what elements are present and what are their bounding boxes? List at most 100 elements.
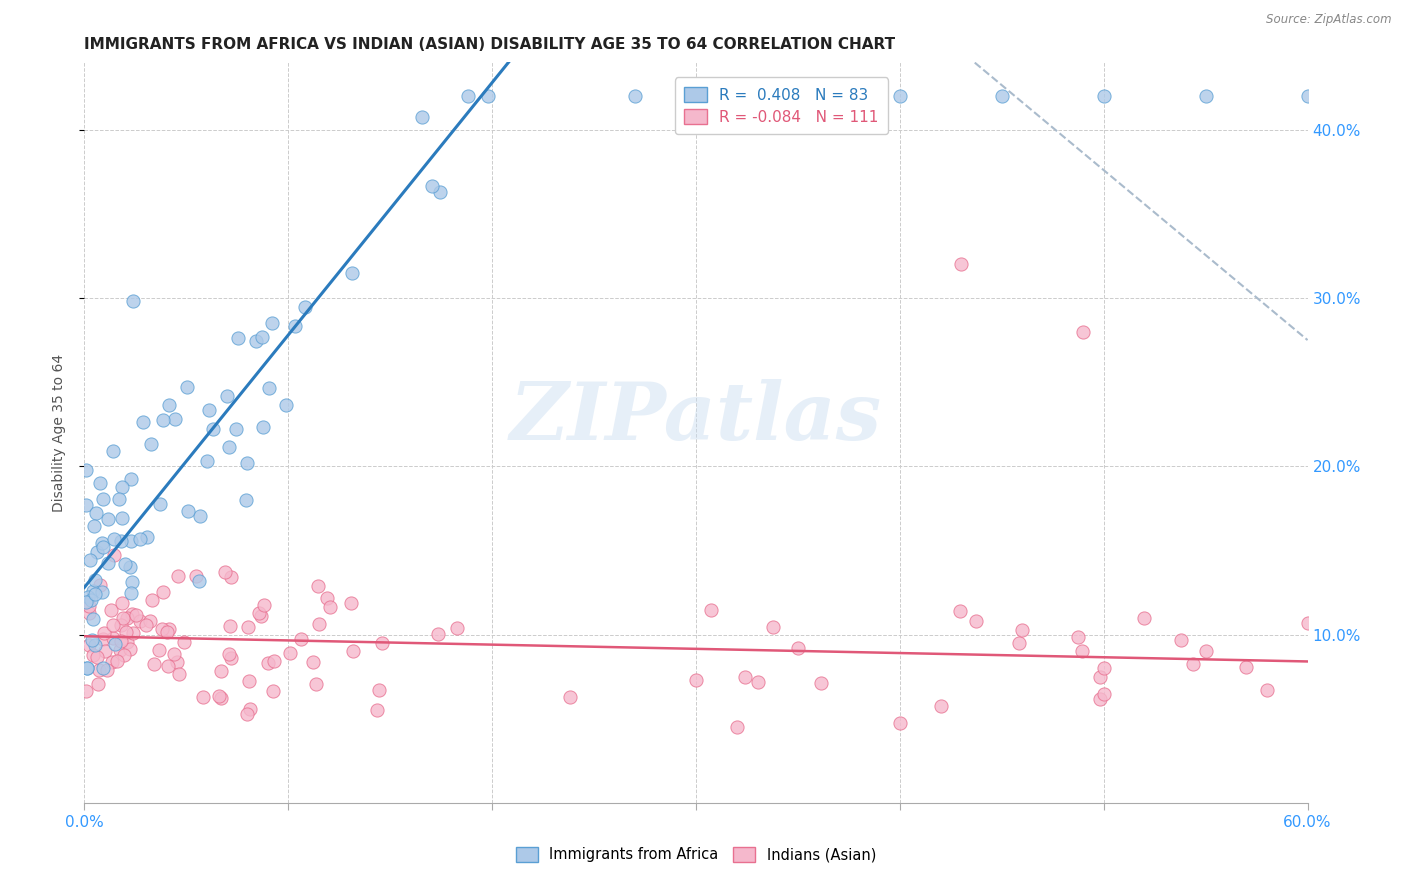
Point (77, 606, 100, 620)
Point (305, 677, 328, 691)
Point (91, 491, 114, 506)
Point (83, 587, 105, 601)
Point (991, 89, 1014, 103)
Point (157, 659, 180, 673)
Point (80, 593, 103, 607)
Point (198, 403, 221, 417)
Point (247, 607, 270, 621)
Point (368, 683, 391, 698)
Point (929, 699, 952, 714)
Point (89, 475, 111, 490)
Point (118, 642, 141, 657)
Point (103, 532, 125, 546)
Point (221, 651, 243, 665)
Point (226, 331, 249, 345)
Point (252, 419, 274, 434)
Point (262, 684, 284, 698)
Point (84, 506, 107, 520)
Point (218, 440, 240, 454)
Point (129, 614, 152, 628)
Point (1067, 630, 1090, 644)
Point (166, 655, 188, 669)
Point (308, 617, 330, 632)
Point (236, 456, 259, 470)
Point (307, 579, 329, 593)
Point (103, 548, 125, 562)
Point (76, 591, 98, 605)
Point (236, 706, 259, 721)
Point (101, 656, 124, 670)
Point (188, 574, 211, 589)
Point (191, 690, 214, 705)
Point (115, 611, 138, 625)
Point (120, 534, 142, 549)
Point (685, 89, 707, 103)
Point (152, 584, 174, 599)
Point (747, 675, 769, 690)
Point (370, 636, 392, 650)
Legend: Immigrants from Africa, Indians (Asian): Immigrants from Africa, Indians (Asian) (509, 839, 883, 870)
Point (253, 599, 276, 613)
Point (218, 648, 240, 662)
Point (236, 620, 259, 634)
Point (209, 664, 232, 678)
Point (1011, 623, 1033, 637)
Point (949, 604, 972, 618)
Point (725, 720, 748, 734)
Point (93, 661, 115, 675)
Point (429, 185, 451, 199)
Point (965, 614, 987, 628)
Point (1170, 632, 1192, 647)
Point (97, 511, 120, 525)
Point (120, 559, 142, 574)
Point (149, 498, 172, 512)
Point (184, 568, 207, 582)
Text: IMMIGRANTS FROM AFRICA VS INDIAN (ASIAN) DISABILITY AGE 35 TO 64 CORRELATION CHA: IMMIGRANTS FROM AFRICA VS INDIAN (ASIAN)… (84, 37, 896, 52)
Point (176, 379, 198, 393)
Point (214, 565, 236, 579)
Point (734, 670, 756, 684)
Point (284, 318, 307, 333)
Point (889, 89, 911, 103)
Point (245, 334, 267, 348)
Point (1133, 610, 1156, 624)
Point (420, 178, 443, 193)
Point (217, 389, 239, 403)
Point (125, 608, 148, 623)
Point (122, 626, 145, 640)
Point (93, 626, 115, 640)
Point (218, 618, 240, 632)
Point (188, 509, 211, 524)
Point (1296, 616, 1319, 631)
Point (1090, 669, 1112, 683)
Point (950, 257, 973, 271)
Point (318, 600, 340, 615)
Point (1256, 683, 1278, 698)
Point (177, 504, 200, 518)
Point (560, 690, 582, 704)
Point (685, 673, 707, 688)
Point (810, 676, 832, 690)
Point (91, 540, 114, 554)
Point (120, 586, 142, 600)
Point (82, 612, 104, 626)
Point (111, 611, 134, 625)
Point (105, 654, 128, 668)
Point (477, 89, 499, 103)
Point (93, 632, 115, 646)
Point (120, 472, 142, 486)
Point (280, 646, 302, 660)
Point (1088, 691, 1111, 706)
Point (96, 663, 118, 677)
Point (97, 556, 120, 570)
Point (262, 316, 284, 330)
Point (1092, 661, 1115, 675)
Point (75, 595, 97, 609)
Point (112, 648, 135, 662)
Point (141, 593, 163, 607)
Point (166, 569, 188, 583)
Point (256, 656, 278, 670)
Point (1008, 636, 1031, 650)
Point (1092, 89, 1115, 103)
Point (167, 667, 190, 681)
